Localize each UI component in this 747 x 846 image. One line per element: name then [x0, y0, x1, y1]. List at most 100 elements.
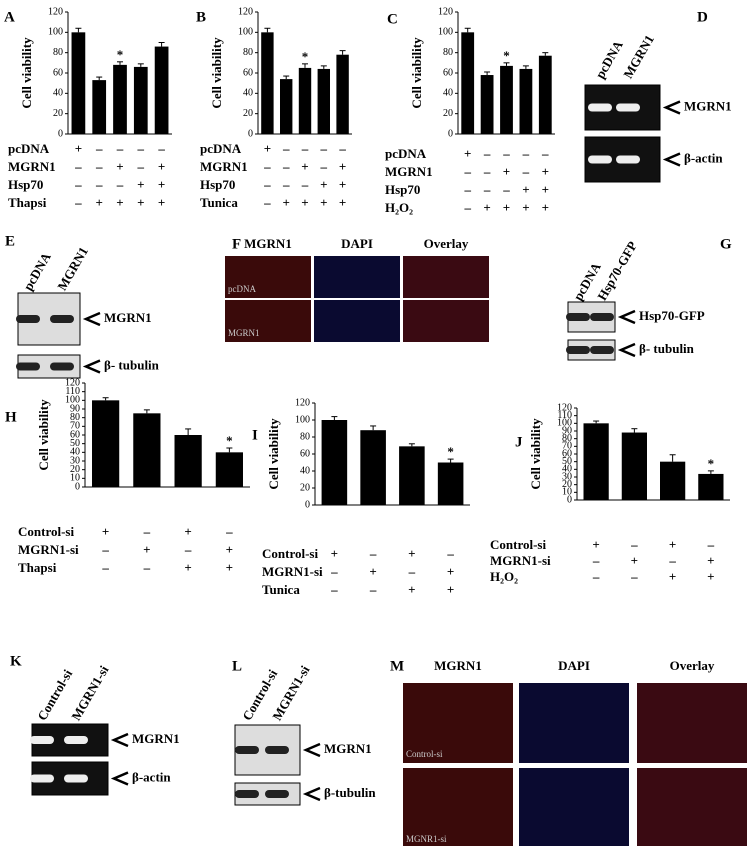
- row-label: Control-si: [406, 749, 443, 759]
- condition-label: MGRN1: [200, 159, 248, 174]
- condition-label: Control-si: [490, 537, 546, 552]
- arrow: [662, 152, 681, 167]
- bar: [113, 64, 127, 134]
- y-tick-label: 60: [300, 448, 310, 459]
- condition-label: MGRN1: [8, 159, 56, 174]
- y-tick-label: 60: [53, 67, 63, 78]
- significance-mark: *: [302, 49, 309, 64]
- condition-sign: –: [541, 146, 549, 161]
- condition-sign: –: [463, 200, 471, 215]
- condition-sign: –: [263, 177, 271, 192]
- y-tick-label: 20: [243, 108, 253, 119]
- condition-sign: –: [369, 582, 377, 597]
- column-label: MGRN1: [434, 658, 482, 673]
- row-label: MGRN1: [228, 328, 260, 338]
- y-tick-label: 60: [70, 429, 80, 440]
- y-tick-label: 80: [53, 47, 63, 58]
- y-tick-label: 0: [567, 494, 572, 505]
- micrograph: [403, 256, 489, 298]
- condition-sign: +: [503, 200, 510, 215]
- condition-label: Tunica: [262, 582, 300, 597]
- y-axis-label: Cell viability: [266, 418, 281, 490]
- bar: [154, 46, 169, 134]
- y-tick-label: 40: [243, 88, 253, 99]
- bar: [480, 75, 494, 134]
- condition-sign: –: [502, 182, 510, 197]
- y-tick-label: 100: [557, 418, 572, 429]
- condition-sign: +: [226, 560, 233, 575]
- y-tick-label: 110: [557, 410, 572, 421]
- micrograph: [637, 768, 747, 846]
- panel-letter: I: [252, 427, 258, 443]
- condition-sign: +: [320, 177, 327, 192]
- condition-sign: +: [707, 569, 714, 584]
- band-label: β-actin: [684, 150, 723, 165]
- condition-sign: –: [592, 569, 600, 584]
- y-tick-label: 120: [557, 402, 572, 413]
- y-tick-label: 0: [305, 499, 310, 510]
- row-label: MGNR1-si: [406, 834, 447, 844]
- bar: [317, 68, 331, 134]
- condition-sign: –: [282, 159, 290, 174]
- y-tick-label: 20: [70, 464, 80, 475]
- arrow: [82, 311, 101, 327]
- blot-band: [566, 346, 590, 354]
- condition-sign: –: [330, 564, 338, 579]
- column-label: DAPI: [558, 658, 590, 673]
- condition-label: pcDNA: [385, 146, 427, 161]
- condition-sign: –: [320, 159, 328, 174]
- condition-sign: –: [502, 146, 510, 161]
- lane-label: pcDNA: [20, 249, 54, 293]
- y-tick-label: 80: [562, 433, 572, 444]
- micrograph: [403, 683, 513, 763]
- condition-sign: +: [447, 564, 454, 579]
- condition-sign: –: [463, 164, 471, 179]
- condition-sign: +: [631, 553, 638, 568]
- significance-mark: *: [226, 433, 233, 448]
- arrow: [302, 786, 321, 802]
- condition-sign: –: [116, 141, 124, 156]
- panel-letter: A: [4, 9, 15, 25]
- blot-band: [235, 790, 259, 798]
- condition-sign: +: [102, 524, 109, 539]
- condition-sign: +: [184, 560, 191, 575]
- condition-sign: +: [464, 146, 471, 161]
- condition-label: Thapsi: [8, 195, 47, 210]
- condition-sign: –: [630, 569, 638, 584]
- bar: [92, 80, 107, 134]
- condition-sign: –: [263, 195, 271, 210]
- y-tick-label: 60: [562, 448, 572, 459]
- blot-band: [588, 103, 612, 112]
- column-label: DAPI: [341, 236, 373, 251]
- bar: [298, 67, 312, 134]
- condition-sign: +: [408, 582, 415, 597]
- y-tick-label: 40: [443, 88, 453, 99]
- condition-sign: –: [483, 164, 491, 179]
- micrograph: [314, 256, 400, 298]
- panel-letter: L: [232, 658, 242, 674]
- micrograph: [314, 300, 400, 342]
- condition-sign: –: [101, 560, 109, 575]
- blot-band: [566, 313, 590, 321]
- bar: [174, 435, 202, 487]
- bar: [133, 413, 161, 487]
- condition-sign: –: [463, 182, 471, 197]
- bar: [321, 420, 348, 505]
- condition-sign: –: [668, 553, 676, 568]
- condition-sign: –: [143, 560, 151, 575]
- column-label: Overlay: [424, 236, 469, 251]
- condition-sign: –: [522, 164, 530, 179]
- bar: [92, 400, 120, 487]
- panel-letter: F: [232, 236, 241, 252]
- condition-sign: –: [74, 195, 82, 210]
- condition-sign: +: [158, 195, 165, 210]
- condition-sign: +: [339, 195, 346, 210]
- y-tick-label: 20: [562, 479, 572, 490]
- y-axis-label: Cell viability: [209, 37, 224, 109]
- condition-sign: +: [301, 195, 308, 210]
- y-tick-label: 20: [53, 108, 63, 119]
- condition-label: Tunica: [200, 195, 238, 210]
- y-tick-label: 80: [300, 431, 310, 442]
- y-tick-label: 10: [70, 473, 80, 484]
